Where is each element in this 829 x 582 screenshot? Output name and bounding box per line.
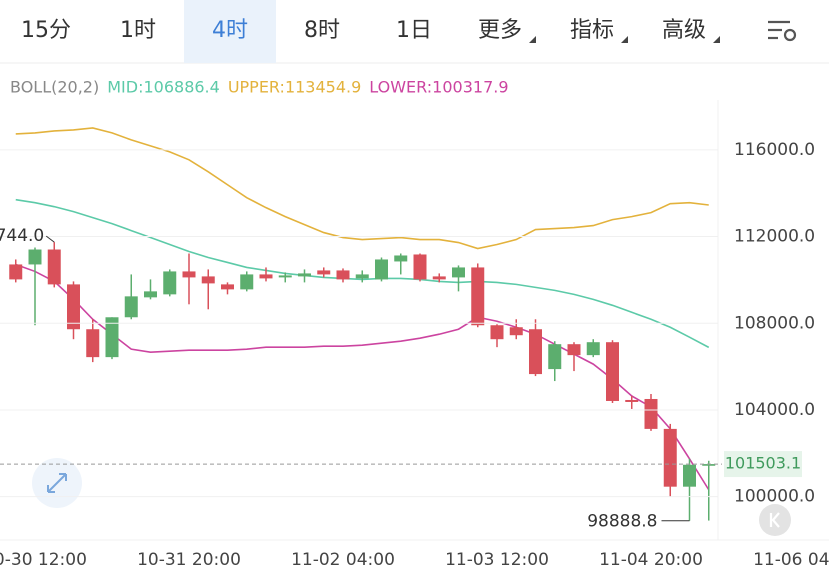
candle-body bbox=[394, 255, 408, 262]
band-line bbox=[15, 127, 709, 250]
candle-body bbox=[259, 274, 273, 279]
x-tick-label: 11-03 12:00 bbox=[445, 550, 549, 570]
candle-body bbox=[298, 273, 311, 277]
y-tick-label: 104000.0 bbox=[734, 400, 815, 420]
last-price-label: 101503.1 bbox=[725, 454, 801, 473]
candle-body bbox=[702, 464, 716, 466]
tab[interactable]: 1时 bbox=[120, 18, 156, 43]
candle-body bbox=[567, 344, 581, 356]
candle-body bbox=[663, 428, 677, 487]
expand-button[interactable] bbox=[32, 458, 82, 508]
high-label: 111744.0 bbox=[0, 226, 44, 246]
band-line bbox=[15, 263, 710, 491]
candle-body bbox=[355, 274, 369, 279]
candle-body bbox=[47, 249, 61, 285]
candle-body bbox=[509, 327, 523, 336]
y-tick-label: 100000.0 bbox=[734, 487, 815, 507]
candle-body bbox=[529, 329, 542, 375]
x-tick-label: 11-06 04:00 bbox=[753, 550, 829, 570]
tab[interactable]: 指标 bbox=[570, 18, 614, 43]
candle-body bbox=[471, 267, 485, 326]
tab[interactable]: 更多 bbox=[478, 18, 522, 43]
legend-item: LOWER:100317.9 bbox=[369, 78, 508, 97]
candle-body bbox=[86, 329, 100, 358]
back-to-latest-button[interactable] bbox=[759, 504, 791, 536]
candle-body bbox=[432, 276, 446, 280]
candle-body bbox=[683, 464, 696, 487]
candle-body bbox=[606, 342, 619, 401]
candle-body bbox=[182, 271, 196, 278]
tab[interactable]: 4时 bbox=[212, 18, 248, 43]
tab[interactable]: 1日 bbox=[396, 18, 432, 43]
candle-body bbox=[586, 342, 600, 356]
settings-icon[interactable] bbox=[768, 20, 797, 42]
indicator-name: BOLL(20,2) bbox=[10, 78, 99, 97]
candle-body bbox=[124, 296, 138, 318]
plot-area bbox=[9, 127, 716, 521]
tab[interactable]: 高级 bbox=[662, 18, 706, 43]
x-tick-label: 10-31 20:00 bbox=[137, 550, 241, 570]
candle-body bbox=[452, 267, 465, 278]
candle-body bbox=[163, 271, 177, 295]
last-price-tag bbox=[724, 451, 802, 478]
candle-body bbox=[644, 398, 658, 429]
candle-body bbox=[240, 274, 254, 290]
candle-body bbox=[144, 291, 157, 298]
candle-body bbox=[413, 254, 427, 280]
candle-body bbox=[317, 270, 331, 275]
candle-body bbox=[375, 259, 388, 280]
tab-active-bg bbox=[184, 0, 276, 63]
candle-body bbox=[201, 276, 215, 284]
legend-item: MID:106886.4 bbox=[107, 78, 220, 97]
candle-body bbox=[28, 249, 42, 265]
candle-body bbox=[105, 317, 119, 358]
legend-item: UPPER:113454.9 bbox=[228, 78, 361, 97]
tab[interactable]: 15分 bbox=[21, 18, 71, 43]
candle-body bbox=[336, 270, 350, 280]
x-tick-label: 11-02 04:00 bbox=[291, 550, 395, 570]
candle-body bbox=[221, 284, 234, 290]
x-tick-label: 10-30 12:00 bbox=[0, 550, 87, 570]
x-tick-label: 11-04 20:00 bbox=[599, 550, 703, 570]
y-tick-label: 108000.0 bbox=[734, 313, 815, 333]
candle-body bbox=[9, 264, 23, 280]
dropdown-arrow bbox=[713, 36, 720, 43]
candle-body bbox=[278, 275, 292, 278]
y-tick-label: 112000.0 bbox=[734, 227, 815, 247]
dropdown-arrow bbox=[529, 36, 536, 43]
candle-body bbox=[625, 399, 639, 402]
low-label: 98888.8 bbox=[587, 512, 657, 532]
high-marker bbox=[45, 235, 55, 243]
dropdown-arrow bbox=[621, 36, 628, 43]
tab[interactable]: 8时 bbox=[304, 18, 340, 43]
candle-body bbox=[67, 284, 80, 330]
candle-body bbox=[490, 325, 504, 340]
candle-body bbox=[548, 344, 562, 370]
y-tick-label: 116000.0 bbox=[734, 140, 815, 160]
